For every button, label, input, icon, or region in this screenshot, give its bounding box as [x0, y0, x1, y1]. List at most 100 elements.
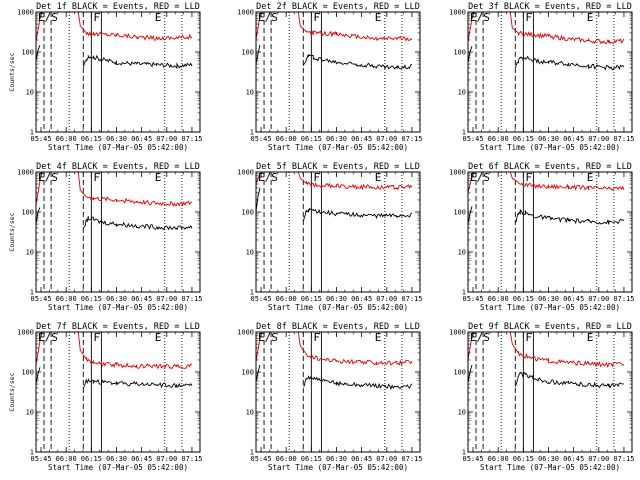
- y-tick-label: 100: [453, 49, 466, 57]
- lld-series-line: [256, 332, 413, 366]
- events-series-line: [36, 207, 193, 231]
- events-series-line: [256, 187, 413, 222]
- x-tick-label: 06:00: [488, 295, 509, 303]
- lld-series-line: [36, 172, 193, 208]
- events-series-line: [36, 367, 193, 389]
- x-tick-label: 07:15: [401, 295, 422, 303]
- x-tick-label: 07:15: [181, 455, 202, 463]
- lld-series-line: [468, 172, 625, 194]
- x-axis-label: Start Time (07-Mar-05 05:42:00): [48, 303, 188, 312]
- x-tick-label: 06:15: [81, 135, 102, 143]
- chart-title: Det 4f BLACK = Events, RED = LLD: [36, 162, 200, 172]
- event-annotation: E/S: [38, 171, 58, 184]
- lld-series-line: [36, 12, 193, 42]
- events-series-line: [468, 206, 625, 225]
- chart-title: Det 7f BLACK = Events, RED = LLD: [36, 322, 200, 332]
- y-tick-label: 100: [453, 209, 466, 217]
- x-tick-label: 05:45: [250, 135, 271, 143]
- event-annotation: F: [525, 11, 532, 24]
- y-axis-label: Counts/sec: [8, 372, 16, 411]
- axes-frame: [255, 171, 421, 293]
- x-tick-label: 06:15: [301, 455, 322, 463]
- x-tick-label: 06:45: [351, 455, 372, 463]
- chart-title: Det 3f BLACK = Events, RED = LLD: [468, 2, 632, 12]
- x-axis-label: Start Time (07-Mar-05 05:42:00): [268, 143, 408, 152]
- x-tick-label: 06:00: [276, 135, 297, 143]
- y-tick-label: 100: [241, 369, 254, 377]
- y-tick-label: 1000: [17, 9, 34, 17]
- x-tick-label: 06:30: [106, 455, 127, 463]
- event-annotation: E/S: [470, 11, 490, 24]
- x-tick-label: 07:00: [376, 135, 397, 143]
- x-tick-label: 06:00: [276, 295, 297, 303]
- x-axis-label: Start Time (07-Mar-05 05:42:00): [268, 303, 408, 312]
- y-tick-label: 1: [462, 129, 466, 137]
- event-annotation: F: [313, 11, 320, 24]
- axes-frame: [467, 331, 633, 453]
- axes-frame: [467, 11, 633, 133]
- x-tick-label: 06:45: [351, 135, 372, 143]
- y-tick-label: 1000: [449, 9, 466, 17]
- x-tick-label: 06:45: [563, 135, 584, 143]
- chart-panel: Det 5f BLACK = Events, RED = LLD 1 10 100 10…: [237, 162, 422, 312]
- x-tick-label: 07:00: [588, 295, 609, 303]
- x-tick-label: 05:45: [30, 135, 51, 143]
- y-tick-label: 1: [30, 129, 34, 137]
- x-tick-label: 06:30: [106, 135, 127, 143]
- y-tick-label: 100: [241, 49, 254, 57]
- x-axis-label: Start Time (07-Mar-05 05:42:00): [480, 303, 620, 312]
- chart-panel: Det 2f BLACK = Events, RED = LLD 1 10 100 10…: [237, 2, 422, 152]
- y-tick-label: 10: [26, 89, 34, 97]
- x-tick-label: 06:30: [538, 135, 559, 143]
- axes-frame: [467, 171, 633, 293]
- x-tick-label: 05:45: [462, 135, 483, 143]
- events-series-line: [256, 44, 413, 70]
- event-annotation: E/S: [470, 171, 490, 184]
- x-tick-label: 07:00: [156, 455, 177, 463]
- event-annotation: E/S: [258, 331, 278, 344]
- event-annotation: F: [93, 171, 100, 184]
- chart-panel: Det 9f BLACK = Events, RED = LLD 1 10 100 10…: [449, 322, 634, 472]
- event-annotation: F: [93, 11, 100, 24]
- chart-title: Det 8f BLACK = Events, RED = LLD: [256, 322, 420, 332]
- event-annotation: F: [525, 171, 532, 184]
- x-tick-label: 06:30: [106, 295, 127, 303]
- event-annotation: E: [155, 171, 162, 184]
- x-tick-label: 06:30: [538, 455, 559, 463]
- chart-panel: Det 7f BLACK = Events, RED = LLD 1 10 100 10…: [8, 322, 202, 472]
- x-tick-label: 06:30: [538, 295, 559, 303]
- y-tick-label: 1000: [449, 329, 466, 337]
- lld-series-line: [468, 12, 625, 45]
- event-annotation: E: [587, 11, 594, 24]
- x-tick-label: 06:00: [488, 455, 509, 463]
- event-annotation: E: [375, 331, 382, 344]
- event-annotation: E: [587, 171, 594, 184]
- y-tick-label: 1: [30, 449, 34, 457]
- chart-title: Det 6f BLACK = Events, RED = LLD: [468, 162, 632, 172]
- x-tick-label: 06:15: [301, 295, 322, 303]
- x-tick-label: 07:00: [156, 295, 177, 303]
- y-axis-label: Counts/sec: [8, 212, 16, 251]
- x-tick-label: 06:15: [513, 455, 534, 463]
- plot-area: [36, 172, 193, 292]
- x-axis-label: Start Time (07-Mar-05 05:42:00): [48, 143, 188, 152]
- event-annotation: E: [587, 331, 594, 344]
- y-tick-label: 10: [26, 249, 34, 257]
- event-annotation: E/S: [258, 11, 278, 24]
- plot-area: [468, 172, 625, 292]
- chart-title: Det 5f BLACK = Events, RED = LLD: [256, 162, 420, 172]
- lld-series-line: [36, 332, 193, 370]
- events-series-line: [36, 44, 193, 70]
- x-tick-label: 06:30: [326, 135, 347, 143]
- x-tick-label: 07:00: [376, 455, 397, 463]
- x-tick-label: 06:45: [563, 295, 584, 303]
- x-axis-label: Start Time (07-Mar-05 05:42:00): [268, 463, 408, 472]
- event-annotation: E/S: [38, 331, 58, 344]
- y-tick-label: 1000: [237, 329, 254, 337]
- x-tick-label: 05:45: [250, 295, 271, 303]
- y-tick-label: 10: [246, 89, 254, 97]
- y-tick-label: 1000: [17, 169, 34, 177]
- y-tick-label: 1: [462, 289, 466, 297]
